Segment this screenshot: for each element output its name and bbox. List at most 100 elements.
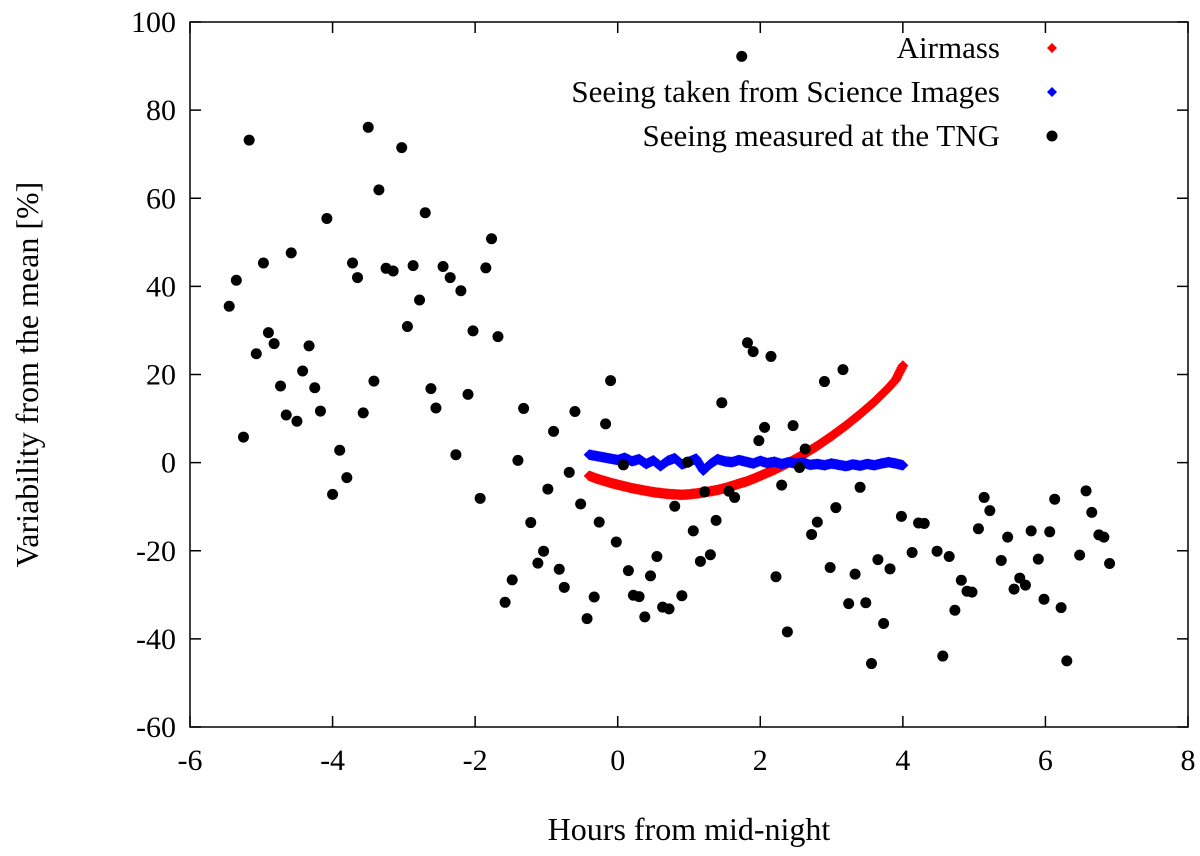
legend: Airmass Seeing taken from Science Images S… — [571, 30, 1058, 153]
data-point — [462, 388, 474, 400]
data-point — [600, 418, 612, 430]
plot-marks — [223, 50, 1116, 670]
data-point — [437, 261, 449, 273]
data-point — [978, 491, 990, 503]
data-point — [368, 375, 380, 387]
data-point — [444, 272, 456, 284]
data-point — [450, 449, 462, 461]
data-point — [285, 247, 297, 259]
data-point — [918, 517, 930, 529]
y-tick-label: 100 — [131, 6, 176, 39]
y-tick-label: -40 — [136, 623, 176, 656]
data-point — [878, 617, 890, 629]
data-point — [1019, 579, 1031, 591]
data-point — [811, 516, 823, 528]
data-point — [303, 340, 315, 352]
data-point — [1002, 531, 1014, 543]
data-point — [512, 454, 524, 466]
x-tick-label: -6 — [178, 744, 203, 777]
data-point — [639, 611, 651, 623]
data-point — [1080, 485, 1092, 497]
data-point — [419, 207, 431, 219]
data-point — [753, 435, 765, 447]
y-tick-label: 20 — [146, 359, 176, 392]
data-point — [387, 265, 399, 277]
data-point — [995, 554, 1007, 566]
data-point — [532, 557, 544, 569]
data-point — [401, 320, 413, 332]
data-point — [223, 300, 235, 312]
y-tick-label: 80 — [146, 94, 176, 127]
x-tick-label: 0 — [610, 744, 625, 777]
data-point — [414, 294, 426, 306]
data-point — [776, 479, 788, 491]
data-point — [474, 492, 486, 504]
x-tick-label: 6 — [1038, 744, 1053, 777]
data-point — [558, 581, 570, 593]
data-point — [818, 376, 830, 388]
legend-swatch — [1047, 87, 1057, 97]
data-point — [492, 331, 504, 343]
data-point — [966, 586, 978, 598]
data-point — [1038, 593, 1050, 605]
x-tick-label: 8 — [1181, 744, 1196, 777]
series-2 — [223, 50, 1116, 670]
x-tick-label: -2 — [463, 744, 488, 777]
data-point — [1044, 526, 1056, 538]
legend-label: Airmass — [897, 30, 1000, 65]
y-tick-label: 0 — [161, 447, 176, 480]
data-point — [1061, 655, 1073, 667]
data-point — [548, 425, 560, 437]
data-point — [334, 444, 346, 456]
data-point — [373, 184, 385, 196]
data-point — [849, 568, 861, 580]
data-point — [1104, 558, 1116, 570]
data-point — [396, 142, 408, 154]
data-point — [486, 233, 498, 245]
data-point — [280, 409, 292, 421]
data-point — [605, 375, 617, 387]
y-axis-title: Variability from the mean [%] — [9, 182, 45, 568]
data-point — [906, 547, 918, 559]
y-tick-label: 60 — [146, 182, 176, 215]
data-point — [610, 536, 622, 548]
data-point — [622, 565, 634, 577]
legend-label: Seeing taken from Science Images — [571, 74, 1000, 109]
legend-label: Seeing measured at the TNG — [642, 118, 1000, 153]
data-point — [563, 466, 575, 478]
data-point — [581, 613, 593, 625]
data-point — [518, 402, 530, 414]
series-0 — [583, 360, 909, 501]
legend-swatch — [1047, 43, 1057, 53]
data-point — [309, 382, 321, 394]
data-point — [716, 397, 728, 409]
x-tick-label: 2 — [753, 744, 768, 777]
data-point — [499, 596, 511, 608]
data-point — [588, 591, 600, 603]
data-point — [676, 590, 688, 602]
data-point — [984, 505, 996, 517]
data-point — [699, 486, 711, 498]
data-point — [1098, 531, 1110, 543]
data-point — [860, 597, 872, 609]
data-point — [425, 383, 437, 395]
data-point — [884, 563, 896, 575]
x-axis-title: Hours from mid-night — [548, 811, 831, 847]
data-point — [704, 549, 716, 561]
data-point — [663, 603, 675, 615]
legend-swatch — [1046, 130, 1058, 142]
data-point — [569, 406, 581, 418]
data-point — [430, 402, 442, 414]
x-tick-label: 4 — [895, 744, 910, 777]
data-point — [793, 461, 805, 473]
data-point — [1074, 549, 1086, 561]
data-point — [736, 50, 748, 62]
data-point — [633, 591, 645, 603]
data-point — [710, 514, 722, 526]
data-point — [972, 523, 984, 535]
data-point — [806, 528, 818, 540]
data-point — [352, 272, 364, 284]
data-point — [525, 517, 537, 529]
